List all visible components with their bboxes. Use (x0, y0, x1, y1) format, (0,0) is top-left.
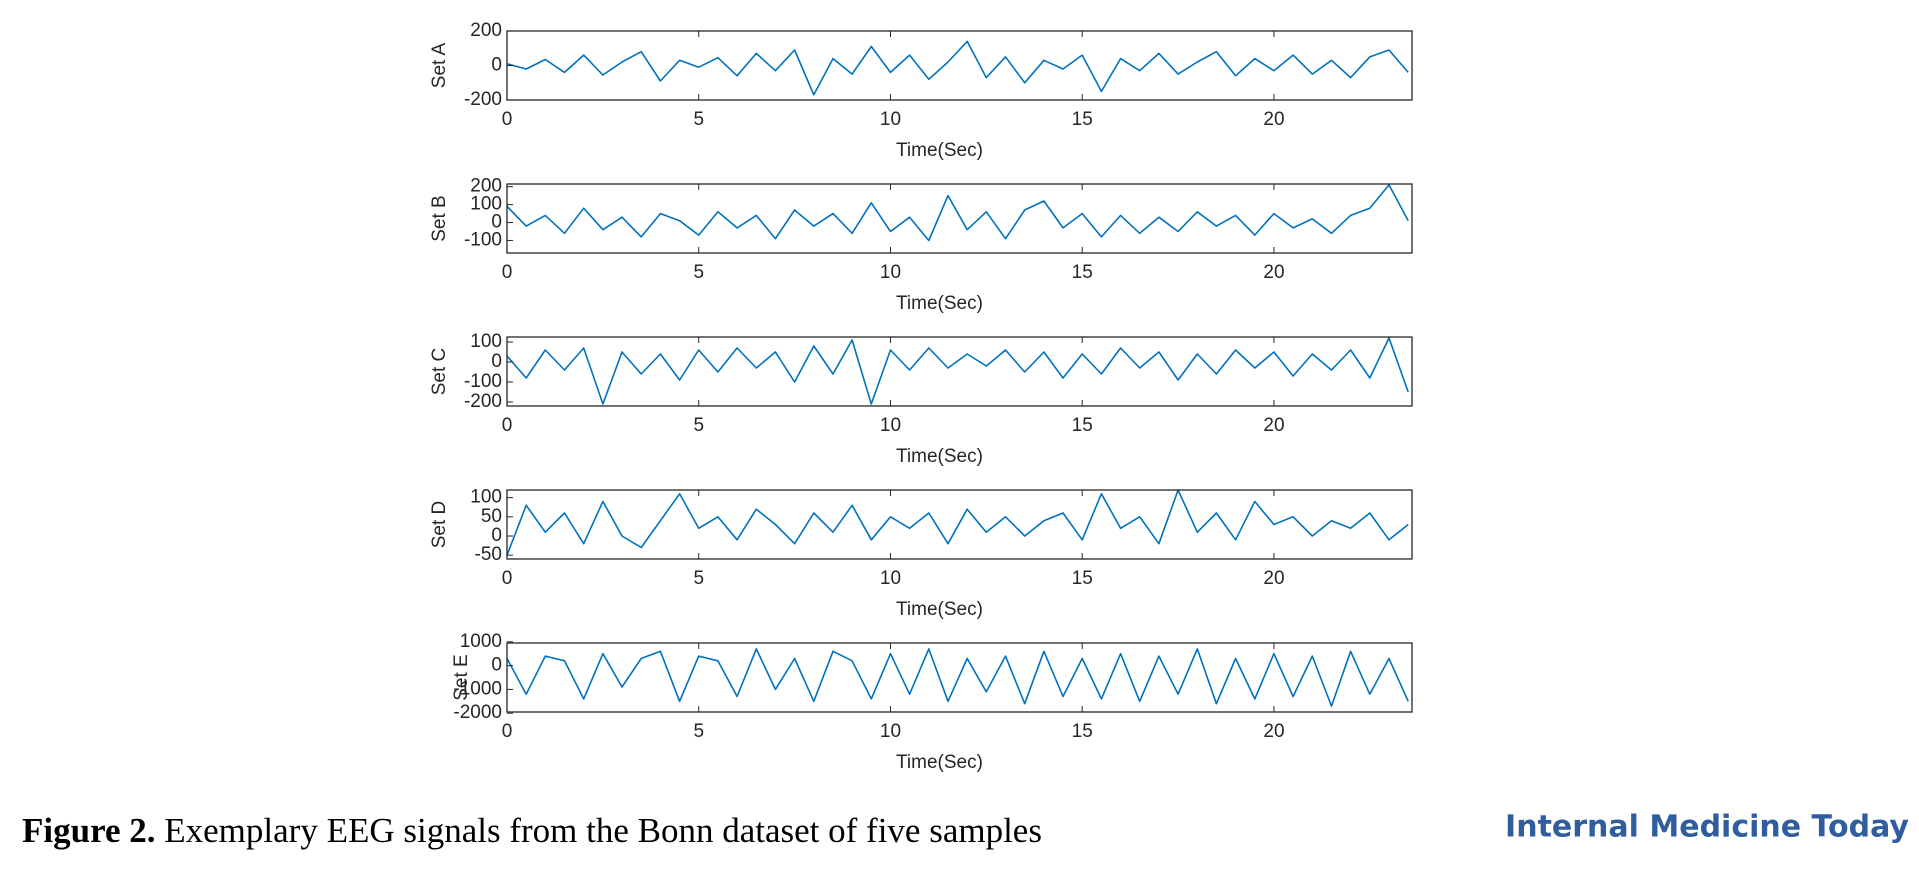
x-tick-label: 10 (880, 568, 901, 589)
y-axis-label: Set D (429, 501, 450, 549)
x-tick-label: 10 (880, 109, 901, 130)
y-tick-label: 50 (481, 506, 502, 527)
signal-line (506, 184, 1409, 242)
x-tick-label: 5 (693, 415, 704, 436)
y-tick-label: 200 (470, 176, 502, 197)
x-tick-label: 5 (693, 721, 704, 742)
y-tick-label: -50 (475, 544, 502, 565)
axes-box (506, 642, 1413, 713)
x-axis-label: Time(Sec) (896, 446, 983, 467)
x-tick-label: 10 (880, 415, 901, 436)
y-tick-label: -200 (464, 89, 502, 110)
x-axis-label: Time(Sec) (896, 140, 983, 161)
x-tick-label: 15 (1072, 109, 1093, 130)
y-tick-label: 0 (491, 55, 502, 76)
y-tick-label: 1000 (460, 631, 502, 652)
x-tick-label: 15 (1072, 721, 1093, 742)
x-tick-label: 0 (502, 262, 513, 283)
caption-text: Exemplary EEG signals from the Bonn data… (164, 811, 1042, 850)
caption: Figure 2. Exemplary EEG signals from the… (22, 811, 1042, 850)
axes-box (506, 336, 1413, 407)
signal-line (506, 40, 1409, 96)
signal-line (506, 337, 1409, 405)
x-tick-label: 20 (1263, 262, 1284, 283)
y-tick-label: 0 (491, 212, 502, 233)
y-tick-label: -2000 (453, 702, 502, 723)
y-tick-label: 100 (470, 487, 502, 508)
brand-logo: Internal Medicine Today (1505, 810, 1909, 845)
x-tick-label: 20 (1263, 568, 1284, 589)
x-axis-label: Time(Sec) (896, 293, 983, 314)
x-tick-label: 0 (502, 109, 513, 130)
x-tick-label: 20 (1263, 109, 1284, 130)
y-tick-label: 0 (491, 525, 502, 546)
x-tick-label: 20 (1263, 415, 1284, 436)
y-tick-label: 0 (491, 351, 502, 372)
y-tick-label: -100 (464, 371, 502, 392)
y-tick-label: -200 (464, 391, 502, 412)
signal-line (506, 489, 1409, 556)
y-tick-label: 0 (491, 655, 502, 676)
x-tick-label: 0 (502, 721, 513, 742)
axes-box (506, 183, 1413, 254)
x-axis-label: Time(Sec) (896, 752, 983, 773)
y-tick-label: -100 (464, 229, 502, 250)
figure-label: Figure 2. (22, 811, 156, 850)
y-axis-label: Set B (429, 195, 450, 241)
x-tick-label: 5 (693, 262, 704, 283)
y-axis-label: Set E (451, 654, 472, 700)
y-tick-label: 100 (470, 194, 502, 215)
y-axis-label: Set C (429, 348, 450, 396)
y-tick-label: 100 (470, 331, 502, 352)
x-tick-label: 15 (1072, 568, 1093, 589)
x-tick-label: 10 (880, 721, 901, 742)
x-tick-label: 15 (1072, 415, 1093, 436)
y-tick-label: -1000 (453, 678, 502, 699)
x-tick-label: 20 (1263, 721, 1284, 742)
axes-box (506, 30, 1413, 101)
x-tick-label: 5 (693, 568, 704, 589)
x-tick-label: 0 (502, 415, 513, 436)
x-tick-label: 15 (1072, 262, 1093, 283)
axes-box (506, 489, 1413, 560)
y-tick-label: 200 (470, 20, 502, 41)
x-tick-label: 0 (502, 568, 513, 589)
signal-line (506, 648, 1409, 707)
x-tick-label: 10 (880, 262, 901, 283)
x-tick-label: 5 (693, 109, 704, 130)
y-axis-label: Set A (429, 42, 450, 88)
x-axis-label: Time(Sec) (896, 599, 983, 620)
